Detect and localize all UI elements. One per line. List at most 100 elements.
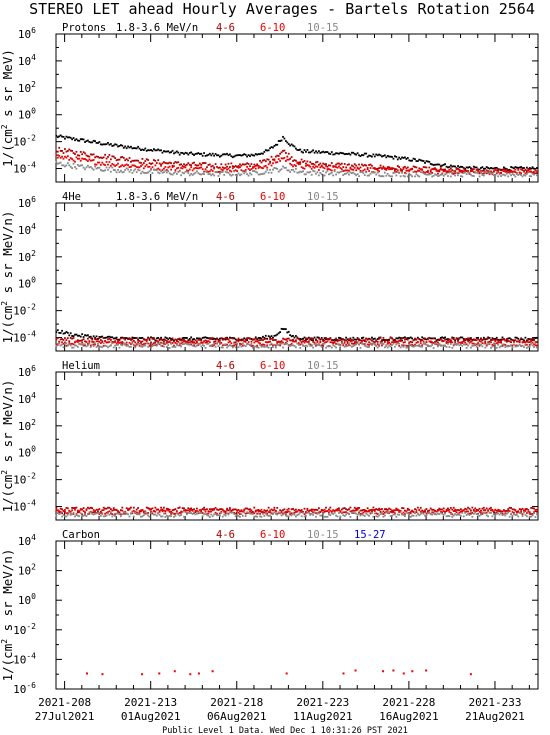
data-point-10-15	[426, 173, 429, 176]
data-point-10-15	[164, 516, 167, 518]
data-point-1.8-3.6	[198, 337, 201, 340]
data-point-1.8-3.6	[431, 163, 434, 166]
data-point-4-6	[521, 507, 524, 510]
data-point-6-10	[124, 164, 127, 167]
data-point-10-15	[421, 171, 424, 174]
x-tick-label-date: 21Aug2021	[465, 710, 525, 723]
data-point-1.8-3.6	[131, 336, 134, 339]
data-point-4-6	[89, 506, 92, 509]
data-point-6-10	[477, 342, 479, 344]
data-point-1.8-3.6	[168, 151, 171, 154]
data-point-10-15	[175, 511, 178, 514]
data-point-1.8-3.6	[303, 336, 306, 339]
data-point-10-15	[346, 345, 349, 347]
data-point-10-15	[130, 345, 132, 348]
data-point-10-15	[249, 512, 251, 515]
y-tick-exp: 6	[31, 26, 36, 35]
data-point-4-6	[297, 337, 300, 340]
data-point-10-15	[61, 164, 63, 167]
data-point-10-15	[507, 175, 510, 178]
data-point-10-15	[470, 173, 472, 176]
data-point-10-15	[62, 346, 65, 349]
data-point-6-10	[452, 173, 455, 175]
data-point-1.8-3.6	[66, 136, 69, 139]
data-point-10-15	[482, 512, 485, 514]
data-point-10-15	[507, 511, 510, 514]
data-point-10-15	[485, 343, 488, 346]
data-point-6-10	[312, 508, 315, 511]
data-point-6-10	[256, 512, 259, 515]
data-point-4-6	[442, 340, 445, 342]
data-point-10-15	[406, 175, 409, 178]
data-point-1.8-3.6	[152, 148, 155, 151]
data-point-6-10	[188, 510, 191, 513]
data-point-1.8-3.6	[517, 337, 520, 340]
data-point-4-6	[99, 339, 102, 341]
data-point-4-6	[91, 507, 94, 510]
data-point-1.8-3.6	[269, 336, 271, 339]
data-point-1.8-3.6	[309, 338, 312, 341]
data-point-4-6	[340, 162, 343, 165]
data-point-10-15	[375, 515, 378, 518]
data-point-10-15	[462, 515, 465, 518]
data-point-1.8-3.6	[513, 167, 515, 170]
data-point-4-6	[234, 508, 237, 511]
data-point-4-6	[305, 337, 307, 340]
data-point-6-10	[448, 340, 451, 343]
data-point-1.8-3.6	[484, 167, 487, 170]
data-point-1.8-3.6	[528, 167, 531, 169]
data-point-4-6	[64, 148, 66, 150]
data-point-6-10	[511, 170, 514, 173]
data-point-4-6	[388, 507, 391, 510]
data-point-6-10	[168, 165, 171, 168]
data-point-4-6	[359, 509, 362, 512]
data-point-6-10	[217, 340, 220, 343]
data-point-10-15	[127, 168, 129, 171]
data-point-6-10	[64, 155, 66, 158]
data-point-4-6	[274, 155, 277, 158]
data-point-6-10	[239, 342, 241, 345]
data-point-4-6	[422, 510, 425, 513]
data-point-6-10	[94, 511, 96, 513]
data-point-10-15	[348, 342, 350, 345]
data-point-10-15	[243, 172, 246, 175]
data-point-10-15	[401, 344, 403, 346]
data-point-6-10	[197, 344, 200, 346]
data-point-1.8-3.6	[445, 165, 448, 168]
data-point-10-15	[492, 342, 495, 345]
data-point-6-10	[355, 169, 358, 172]
data-point-6-10	[101, 161, 104, 164]
data-point-1.8-3.6	[167, 150, 170, 153]
data-point-10-15	[270, 342, 273, 345]
data-point-10-15	[513, 513, 515, 516]
data-point-6-10	[263, 165, 266, 168]
data-point-10-15	[353, 173, 356, 175]
y-tick-base: 10	[18, 393, 31, 406]
data-point-4-6	[379, 510, 382, 513]
data-point-10-15	[418, 514, 421, 517]
data-point-10-15	[343, 173, 346, 175]
data-point-10-15	[435, 174, 438, 176]
data-point-1.8-3.6	[385, 156, 388, 159]
data-point-6-10	[395, 170, 398, 173]
data-point-6-10	[425, 341, 428, 343]
data-point-10-15	[323, 174, 326, 177]
data-point-6-10	[196, 340, 198, 343]
data-point-4-6	[371, 164, 373, 167]
data-point-10-15	[534, 342, 537, 345]
data-point-6-10	[471, 170, 474, 172]
data-point-6-10	[517, 168, 520, 171]
data-point-10-15	[343, 515, 346, 517]
data-point-6-10	[91, 159, 94, 162]
data-point-6-10	[315, 344, 317, 347]
data-point-4-6	[330, 162, 333, 164]
data-point-10-15	[480, 171, 482, 173]
data-point-10-15	[409, 173, 412, 176]
data-point-10-15	[178, 342, 181, 345]
data-point-4-6	[194, 164, 197, 166]
data-point-10-15	[236, 342, 238, 345]
data-point-6-10	[317, 511, 320, 514]
data-point-10-15	[355, 343, 358, 346]
data-point-1.8-3.6	[335, 152, 337, 155]
data-point-4-6	[424, 337, 426, 340]
